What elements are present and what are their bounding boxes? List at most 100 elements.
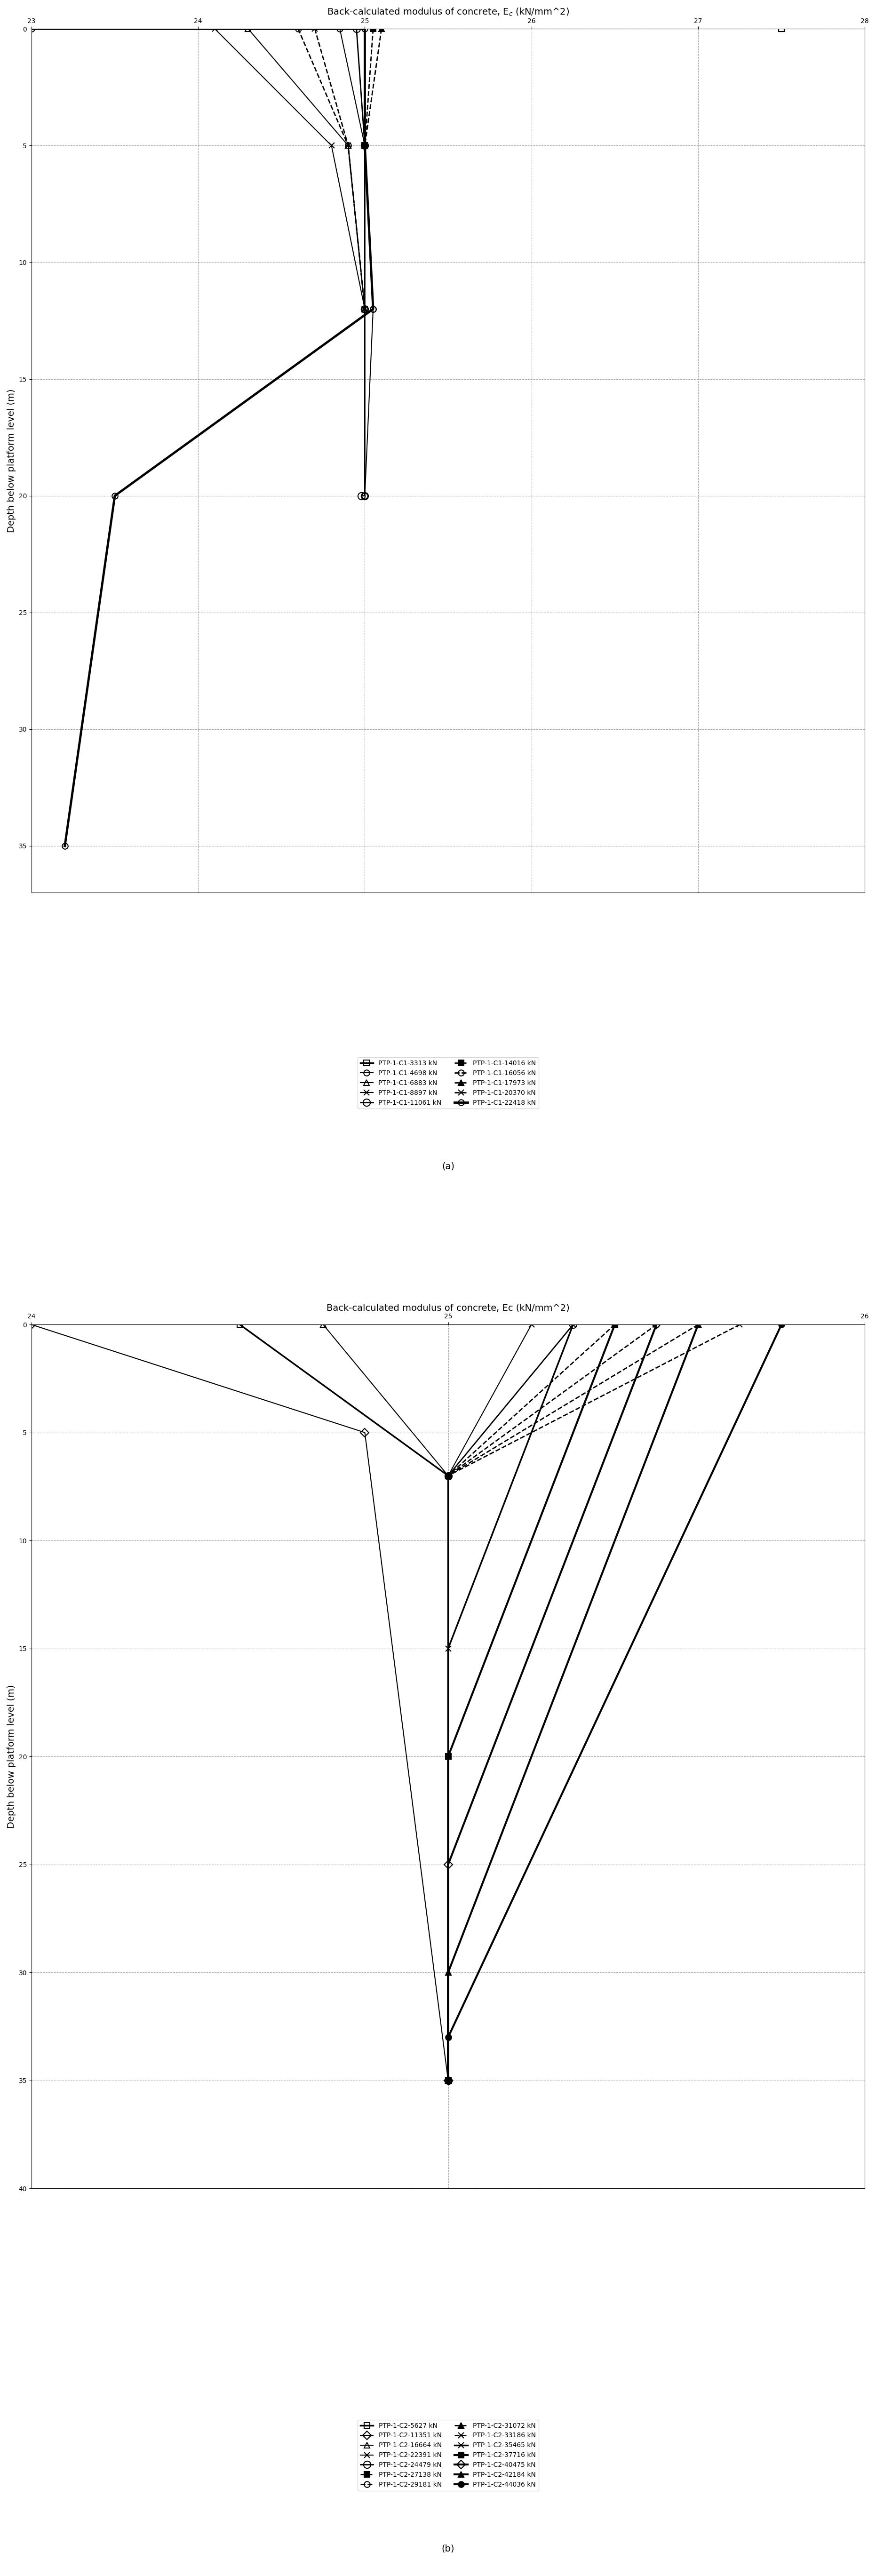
Line: PTP-1-C2-16664 kN: PTP-1-C2-16664 kN — [321, 1321, 451, 2084]
PTP-1-C2-40475 kN — [443, 1850, 454, 1880]
PTP-1-C2-31072 kN — [693, 1309, 703, 1340]
Line: PTP-1-C1-22418 kN: PTP-1-C1-22418 kN — [29, 26, 376, 850]
PTP-1-C2-5627 kN — [235, 1309, 245, 1340]
Line: PTP-1-C2-42184 kN: PTP-1-C2-42184 kN — [445, 1321, 701, 2084]
PTP-1-C2-24479 kN — [443, 2066, 454, 2097]
Line: PTP-1-C1-8897 kN: PTP-1-C1-8897 kN — [212, 26, 368, 312]
Line: PTP-1-C2-5627 kN: PTP-1-C2-5627 kN — [237, 1321, 451, 2084]
PTP-1-C2-27138 kN — [443, 1461, 454, 1492]
PTP-1-C2-44036 kN — [443, 2066, 454, 2097]
PTP-1-C1-16056 kN — [343, 131, 353, 162]
PTP-1-C1-20370 kN — [359, 294, 370, 325]
PTP-1-C2-22391 kN — [443, 1461, 454, 1492]
PTP-1-C2-35465 kN — [568, 1309, 578, 1340]
PTP-1-C1-4698 kN — [335, 13, 345, 44]
PTP-1-C1-8897 kN — [209, 13, 220, 44]
PTP-1-C2-5627 kN — [443, 2066, 454, 2097]
PTP-1-C1-8897 kN — [359, 294, 370, 325]
PTP-1-C2-42184 kN — [693, 1309, 703, 1340]
Line: PTP-1-C2-22391 kN: PTP-1-C2-22391 kN — [445, 1321, 534, 2084]
PTP-1-C2-37716 kN — [443, 1741, 454, 1772]
PTP-1-C1-17973 kN — [359, 131, 370, 162]
PTP-1-C2-27138 kN — [443, 2066, 454, 2097]
PTP-1-C1-11061 kN — [359, 294, 370, 325]
PTP-1-C2-29181 kN — [443, 2066, 454, 2097]
PTP-1-C2-24479 kN — [568, 1309, 578, 1340]
Line: PTP-1-C2-11351 kN: PTP-1-C2-11351 kN — [29, 1321, 451, 2084]
PTP-1-C1-11061 kN — [359, 131, 370, 162]
Line: PTP-1-C1-20370 kN: PTP-1-C1-20370 kN — [312, 26, 368, 312]
PTP-1-C2-40475 kN — [651, 1309, 661, 1340]
Line: PTP-1-C2-31072 kN: PTP-1-C2-31072 kN — [445, 1321, 701, 2084]
Line: PTP-1-C2-44036 kN: PTP-1-C2-44036 kN — [445, 1321, 784, 2084]
PTP-1-C1-8897 kN — [326, 131, 336, 162]
PTP-1-C1-22418 kN — [368, 294, 378, 325]
Line: PTP-1-C1-14016 kN: PTP-1-C1-14016 kN — [362, 26, 376, 149]
PTP-1-C1-14016 kN — [368, 13, 378, 44]
Line: PTP-1-C2-29181 kN: PTP-1-C2-29181 kN — [445, 1321, 660, 2084]
PTP-1-C2-24479 kN — [443, 1461, 454, 1492]
PTP-1-C1-16056 kN — [359, 294, 370, 325]
Line: PTP-1-C1-16056 kN: PTP-1-C1-16056 kN — [295, 26, 368, 312]
Legend: PTP-1-C2-5627 kN, PTP-1-C2-11351 kN, PTP-1-C2-16664 kN, PTP-1-C2-22391 kN, PTP-1: PTP-1-C2-5627 kN, PTP-1-C2-11351 kN, PTP… — [357, 2419, 539, 2491]
PTP-1-C2-22391 kN — [443, 2066, 454, 2097]
PTP-1-C1-20370 kN — [309, 13, 320, 44]
Line: PTP-1-C1-4698 kN: PTP-1-C1-4698 kN — [337, 26, 376, 500]
PTP-1-C2-37716 kN — [443, 2066, 454, 2097]
PTP-1-C2-37716 kN — [610, 1309, 620, 1340]
PTP-1-C2-29181 kN — [651, 1309, 661, 1340]
PTP-1-C1-11061 kN — [359, 479, 370, 510]
PTP-1-C2-33186 kN — [735, 1309, 745, 1340]
PTP-1-C2-35465 kN — [443, 2066, 454, 2097]
Y-axis label: Depth below platform level (m): Depth below platform level (m) — [7, 1685, 16, 1829]
Line: PTP-1-C2-33186 kN: PTP-1-C2-33186 kN — [445, 1321, 743, 2084]
PTP-1-C2-40475 kN — [443, 2066, 454, 2097]
PTP-1-C1-4698 kN — [359, 479, 370, 510]
PTP-1-C2-35465 kN — [443, 1633, 454, 1664]
PTP-1-C1-22418 kN — [26, 13, 37, 44]
X-axis label: Back-calculated modulus of concrete, Ec (kN/mm^2): Back-calculated modulus of concrete, Ec … — [327, 1303, 569, 1314]
Line: PTP-1-C1-11061 kN: PTP-1-C1-11061 kN — [353, 26, 369, 500]
PTP-1-C1-4698 kN — [368, 294, 378, 325]
Line: PTP-1-C2-40475 kN: PTP-1-C2-40475 kN — [445, 1321, 660, 2084]
PTP-1-C1-4698 kN — [359, 131, 370, 162]
PTP-1-C1-22418 kN — [60, 829, 70, 860]
PTP-1-C2-16664 kN — [318, 1309, 328, 1340]
PTP-1-C1-22418 kN — [359, 131, 370, 162]
PTP-1-C1-14016 kN — [359, 131, 370, 162]
PTP-1-C2-31072 kN — [443, 2066, 454, 2097]
PTP-1-C2-44036 kN — [443, 2022, 454, 2053]
Line: PTP-1-C2-27138 kN: PTP-1-C2-27138 kN — [445, 1321, 618, 2084]
Line: PTP-1-C2-37716 kN: PTP-1-C2-37716 kN — [445, 1321, 618, 2084]
PTP-1-C2-44036 kN — [776, 1309, 787, 1340]
Line: PTP-1-C2-24479 kN: PTP-1-C2-24479 kN — [444, 1321, 576, 2084]
Y-axis label: Depth below platform level (m): Depth below platform level (m) — [7, 389, 16, 533]
Line: PTP-1-C2-35465 kN: PTP-1-C2-35465 kN — [445, 1321, 576, 2084]
PTP-1-C1-6883 kN — [359, 294, 370, 325]
PTP-1-C2-42184 kN — [443, 2066, 454, 2097]
X-axis label: Back-calculated modulus of concrete, E$_c$ (kN/mm^2): Back-calculated modulus of concrete, E$_… — [327, 8, 569, 18]
Line: PTP-1-C1-6883 kN: PTP-1-C1-6883 kN — [245, 26, 368, 312]
PTP-1-C2-33186 kN — [443, 1461, 454, 1492]
PTP-1-C2-16664 kN — [443, 2066, 454, 2097]
Line: PTP-1-C1-17973 kN: PTP-1-C1-17973 kN — [362, 26, 385, 149]
PTP-1-C1-17973 kN — [376, 13, 386, 44]
PTP-1-C1-11061 kN — [357, 479, 367, 510]
Text: (a): (a) — [442, 1162, 455, 1172]
Legend: PTP-1-C1-3313 kN, PTP-1-C1-4698 kN, PTP-1-C1-6883 kN, PTP-1-C1-8897 kN, PTP-1-C1: PTP-1-C1-3313 kN, PTP-1-C1-4698 kN, PTP-… — [357, 1056, 539, 1108]
PTP-1-C1-20370 kN — [343, 131, 353, 162]
Text: (b): (b) — [442, 2545, 455, 2553]
PTP-1-C1-6883 kN — [243, 13, 253, 44]
PTP-1-C2-29181 kN — [443, 1461, 454, 1492]
PTP-1-C2-42184 kN — [443, 1958, 454, 1989]
PTP-1-C2-11351 kN — [443, 2066, 454, 2097]
PTP-1-C2-11351 kN — [359, 1417, 370, 1448]
PTP-1-C1-22418 kN — [359, 13, 370, 44]
PTP-1-C2-16664 kN — [443, 1461, 454, 1492]
PTP-1-C2-11351 kN — [26, 1309, 37, 1340]
PTP-1-C1-22418 kN — [110, 479, 120, 510]
PTP-1-C2-31072 kN — [443, 1461, 454, 1492]
PTP-1-C2-5627 kN — [443, 1461, 454, 1492]
PTP-1-C2-27138 kN — [610, 1309, 620, 1340]
PTP-1-C1-6883 kN — [343, 131, 353, 162]
